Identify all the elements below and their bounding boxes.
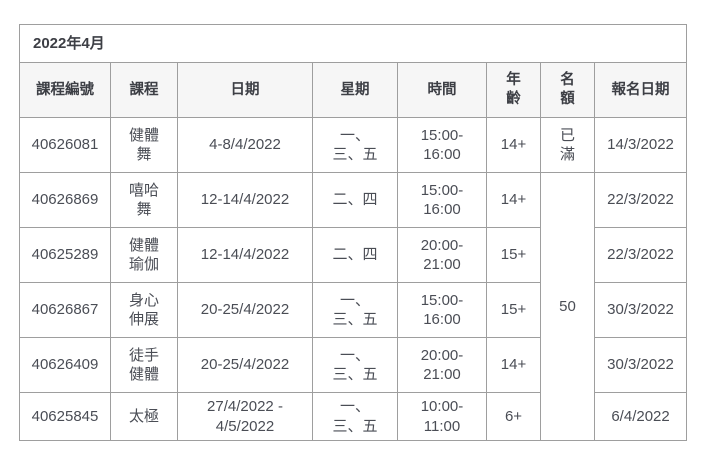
- cell-date: 20-25/4/2022: [177, 282, 313, 338]
- table-row: 40626869 嘻哈 舞 12-14/4/2022 二、四 15:00- 16…: [19, 172, 688, 441]
- cell-course-code: 40625289: [19, 227, 111, 283]
- col-header-age: 年 齡: [486, 62, 541, 118]
- cell-date: 27/4/2022 - 4/5/2022: [177, 392, 313, 441]
- cell-age: 6+: [486, 392, 541, 441]
- cell-weekday: 一、 三、五: [312, 392, 398, 441]
- col-header-enroll-date: 報名日期: [593, 62, 688, 118]
- col-header-course-code: 課程編號: [19, 62, 111, 118]
- cell-age: 14+: [486, 172, 541, 228]
- cell-enroll-date: 30/3/2022: [593, 282, 688, 338]
- cell-weekday: 一、 三、五: [312, 117, 398, 173]
- cell-quota-full: 已 滿: [540, 117, 595, 173]
- cell-course-name: 健體 舞: [110, 117, 178, 173]
- course-schedule-table: 2022年4月 課程編號 課程 日期 星期 時間 年 齡 名 額 報名日期 40…: [18, 24, 688, 441]
- cell-age: 14+: [486, 117, 541, 173]
- cell-course-code: 40626409: [19, 337, 111, 393]
- table-title-row: 2022年4月: [18, 24, 688, 63]
- table-row: 40626081 健體 舞 4-8/4/2022 一、 三、五 15:00- 1…: [19, 117, 688, 173]
- col-header-quota: 名 額: [540, 62, 595, 118]
- table-row: 40625845 太極 27/4/2022 - 4/5/2022 一、 三、五 …: [19, 392, 688, 441]
- cell-date: 20-25/4/2022: [177, 337, 313, 393]
- cell-weekday: 二、四: [312, 227, 398, 283]
- cell-date: 12-14/4/2022: [177, 227, 313, 283]
- cell-weekday: 二、四: [312, 172, 398, 228]
- cell-enroll-date: 22/3/2022: [593, 172, 688, 228]
- cell-age: 15+: [486, 227, 541, 283]
- table-row: 40626409 徒手 健體 20-25/4/2022 一、 三、五 20:00…: [19, 337, 688, 393]
- col-header-weekday: 星期: [312, 62, 398, 118]
- cell-course-code: 40625845: [19, 392, 111, 441]
- cell-enroll-date: 6/4/2022: [593, 392, 688, 441]
- cell-course-code: 40626867: [19, 282, 111, 338]
- course-schedule-container: 2022年4月 課程編號 課程 日期 星期 時間 年 齡 名 額 報名日期 40…: [18, 24, 688, 441]
- cell-time: 15:00- 16:00: [397, 117, 487, 173]
- table-row: 40626867 身心 伸展 20-25/4/2022 一、 三、五 15:00…: [19, 282, 688, 338]
- cell-course-name: 身心 伸展: [110, 282, 178, 338]
- col-header-time: 時間: [397, 62, 487, 118]
- table-header-row: 課程編號 課程 日期 星期 時間 年 齡 名 額 報名日期: [19, 62, 688, 118]
- cell-time: 20:00- 21:00: [397, 227, 487, 283]
- cell-enroll-date: 14/3/2022: [593, 117, 688, 173]
- cell-enroll-date: 30/3/2022: [593, 337, 688, 393]
- cell-enroll-date: 22/3/2022: [593, 227, 688, 283]
- cell-weekday: 一、 三、五: [312, 337, 398, 393]
- col-header-date: 日期: [177, 62, 313, 118]
- cell-quota-merged: 50: [540, 172, 595, 441]
- table-title: 2022年4月: [18, 24, 688, 63]
- cell-age: 14+: [486, 337, 541, 393]
- cell-time: 15:00- 16:00: [397, 282, 487, 338]
- cell-date: 12-14/4/2022: [177, 172, 313, 228]
- col-header-course-name: 課程: [110, 62, 178, 118]
- cell-time: 20:00- 21:00: [397, 337, 487, 393]
- cell-course-name: 健體 瑜伽: [110, 227, 178, 283]
- cell-time: 10:00- 11:00: [397, 392, 487, 441]
- cell-date: 4-8/4/2022: [177, 117, 313, 173]
- cell-course-code: 40626869: [19, 172, 111, 228]
- table-row: 40625289 健體 瑜伽 12-14/4/2022 二、四 20:00- 2…: [19, 227, 688, 283]
- cell-course-name: 徒手 健體: [110, 337, 178, 393]
- cell-course-name: 嘻哈 舞: [110, 172, 178, 228]
- cell-age: 15+: [486, 282, 541, 338]
- cell-course-name: 太極: [110, 392, 178, 441]
- cell-time: 15:00- 16:00: [397, 172, 487, 228]
- cell-weekday: 一、 三、五: [312, 282, 398, 338]
- cell-course-code: 40626081: [19, 117, 111, 173]
